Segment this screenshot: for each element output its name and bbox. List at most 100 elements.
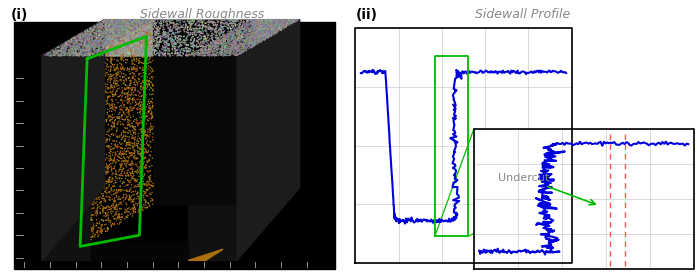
- Point: [267, 28, 278, 33]
- Point: [142, 130, 153, 134]
- Point: [112, 29, 123, 34]
- Point: [83, 46, 94, 51]
- Point: [61, 43, 72, 47]
- Point: [63, 39, 74, 43]
- Point: [207, 49, 218, 53]
- Point: [93, 171, 104, 175]
- Point: [66, 49, 77, 53]
- Point: [84, 46, 95, 51]
- Point: [179, 40, 190, 44]
- Point: [121, 108, 132, 112]
- Point: [164, 25, 175, 30]
- Point: [65, 42, 76, 46]
- Point: [137, 162, 148, 166]
- Point: [223, 22, 234, 27]
- Point: [227, 21, 238, 26]
- Point: [101, 181, 112, 186]
- Point: [67, 45, 78, 49]
- Point: [124, 34, 135, 38]
- Point: [95, 57, 106, 62]
- Point: [217, 53, 228, 57]
- Point: [177, 40, 188, 45]
- Point: [114, 49, 125, 53]
- Point: [137, 18, 148, 22]
- Point: [92, 147, 103, 152]
- Point: [286, 18, 297, 22]
- Point: [106, 33, 117, 37]
- Point: [123, 31, 135, 35]
- Point: [210, 52, 221, 56]
- Point: [270, 29, 282, 34]
- Point: [106, 27, 117, 31]
- Point: [77, 53, 88, 58]
- Point: [189, 43, 200, 48]
- Point: [144, 191, 155, 196]
- Point: [112, 43, 123, 48]
- Point: [100, 27, 112, 32]
- Point: [84, 32, 95, 36]
- Point: [146, 34, 158, 38]
- Point: [131, 52, 142, 56]
- Point: [135, 46, 146, 50]
- Point: [245, 21, 256, 25]
- Point: [90, 25, 101, 30]
- Point: [250, 42, 261, 46]
- Point: [96, 144, 107, 149]
- Point: [72, 45, 83, 50]
- Point: [131, 97, 142, 101]
- Point: [199, 51, 210, 55]
- Point: [236, 24, 247, 29]
- Point: [77, 53, 88, 58]
- Point: [239, 31, 250, 35]
- Point: [123, 130, 134, 135]
- Point: [128, 135, 139, 140]
- Point: [234, 41, 245, 46]
- Point: [91, 59, 102, 64]
- Point: [62, 53, 73, 58]
- Point: [105, 90, 116, 94]
- Point: [181, 47, 192, 51]
- Point: [49, 52, 60, 56]
- Point: [251, 34, 262, 38]
- Point: [155, 39, 167, 44]
- Point: [89, 31, 100, 35]
- Point: [204, 48, 215, 52]
- Point: [136, 50, 147, 55]
- Point: [98, 88, 109, 93]
- Point: [116, 141, 128, 145]
- Point: [96, 156, 107, 161]
- Point: [126, 166, 137, 171]
- Point: [97, 24, 108, 28]
- Point: [109, 146, 120, 150]
- Point: [144, 204, 155, 208]
- Point: [136, 192, 147, 197]
- Point: [108, 222, 119, 227]
- Point: [146, 74, 157, 79]
- Point: [116, 46, 127, 50]
- Point: [192, 30, 204, 35]
- Point: [116, 196, 128, 200]
- Point: [130, 132, 141, 136]
- Point: [100, 73, 111, 78]
- Point: [118, 152, 129, 156]
- Point: [190, 51, 201, 55]
- Point: [207, 37, 218, 42]
- Point: [137, 28, 148, 32]
- Point: [132, 182, 143, 187]
- Point: [227, 24, 238, 28]
- Point: [208, 40, 220, 45]
- Point: [122, 146, 133, 151]
- Point: [272, 23, 283, 27]
- Point: [137, 31, 148, 35]
- Point: [81, 51, 92, 55]
- Point: [118, 155, 129, 159]
- Point: [190, 26, 201, 31]
- Point: [189, 32, 200, 37]
- Point: [112, 116, 123, 120]
- Point: [104, 165, 115, 170]
- Point: [128, 43, 139, 48]
- Point: [95, 23, 107, 28]
- Point: [158, 38, 169, 43]
- Point: [121, 33, 132, 37]
- Point: [101, 18, 112, 22]
